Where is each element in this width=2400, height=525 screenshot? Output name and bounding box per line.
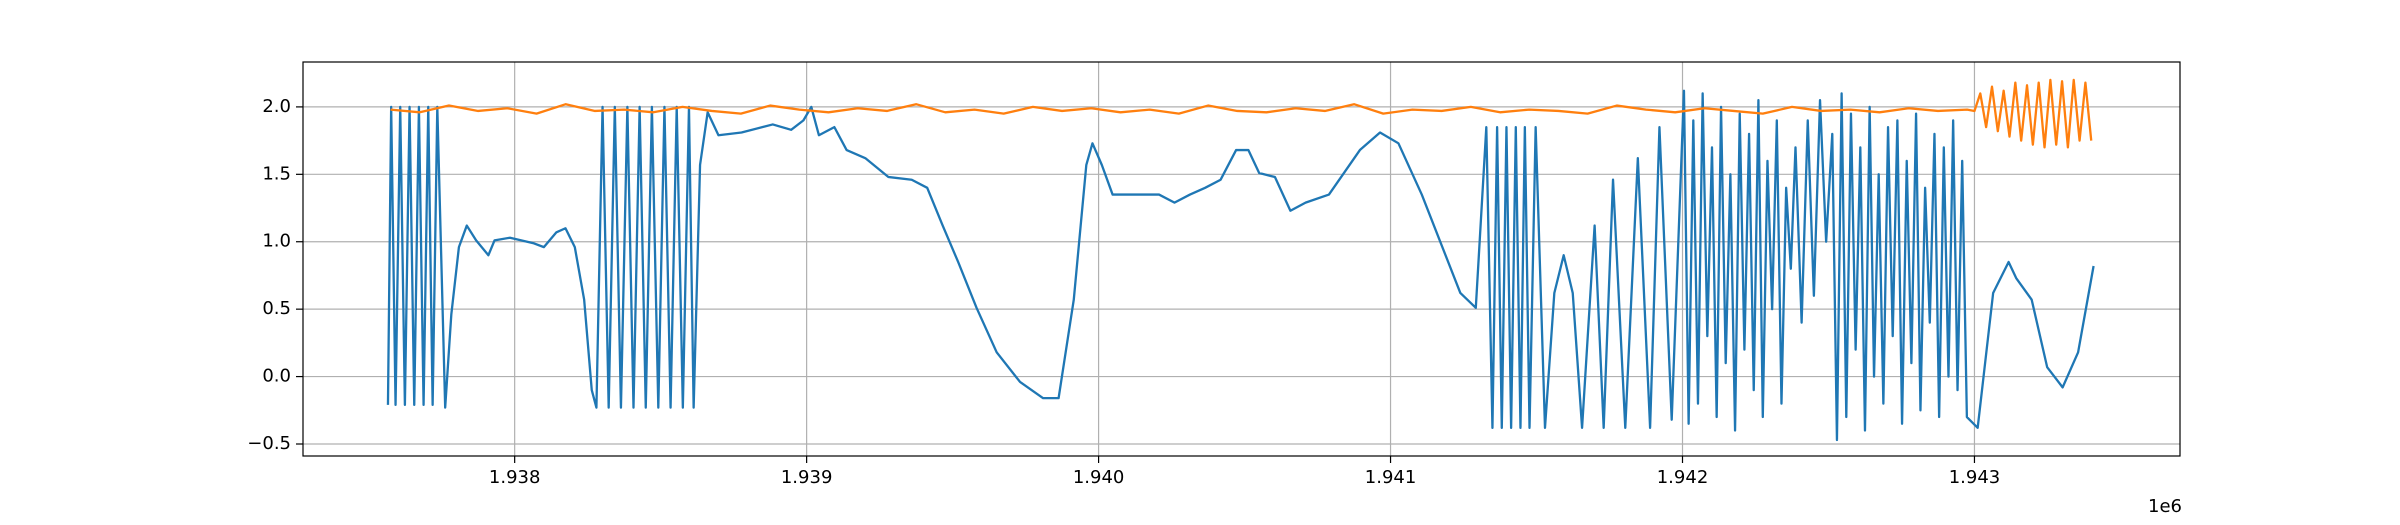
plot-frame [302, 61, 2181, 457]
y-tick-label: 2.0 [262, 96, 291, 117]
x-tick-label: 1.940 [1073, 467, 1125, 488]
line-series [386, 89, 2095, 442]
line-series [390, 78, 2093, 149]
y-tick-label: −0.5 [247, 433, 291, 454]
x-tick-label: 1.941 [1365, 467, 1417, 488]
y-tick-label: 1.5 [262, 163, 291, 184]
y-tick-label: 0.0 [262, 366, 291, 387]
x-tick-label: 1.942 [1657, 467, 1709, 488]
x-offset-label: 1e6 [2148, 496, 2182, 517]
y-tick-label: 0.5 [262, 298, 291, 319]
y-tick-label: 1.0 [262, 231, 291, 252]
x-tick-label: 1.939 [781, 467, 833, 488]
x-tick-label: 1.943 [1949, 467, 2001, 488]
x-tick-label: 1.938 [489, 467, 541, 488]
